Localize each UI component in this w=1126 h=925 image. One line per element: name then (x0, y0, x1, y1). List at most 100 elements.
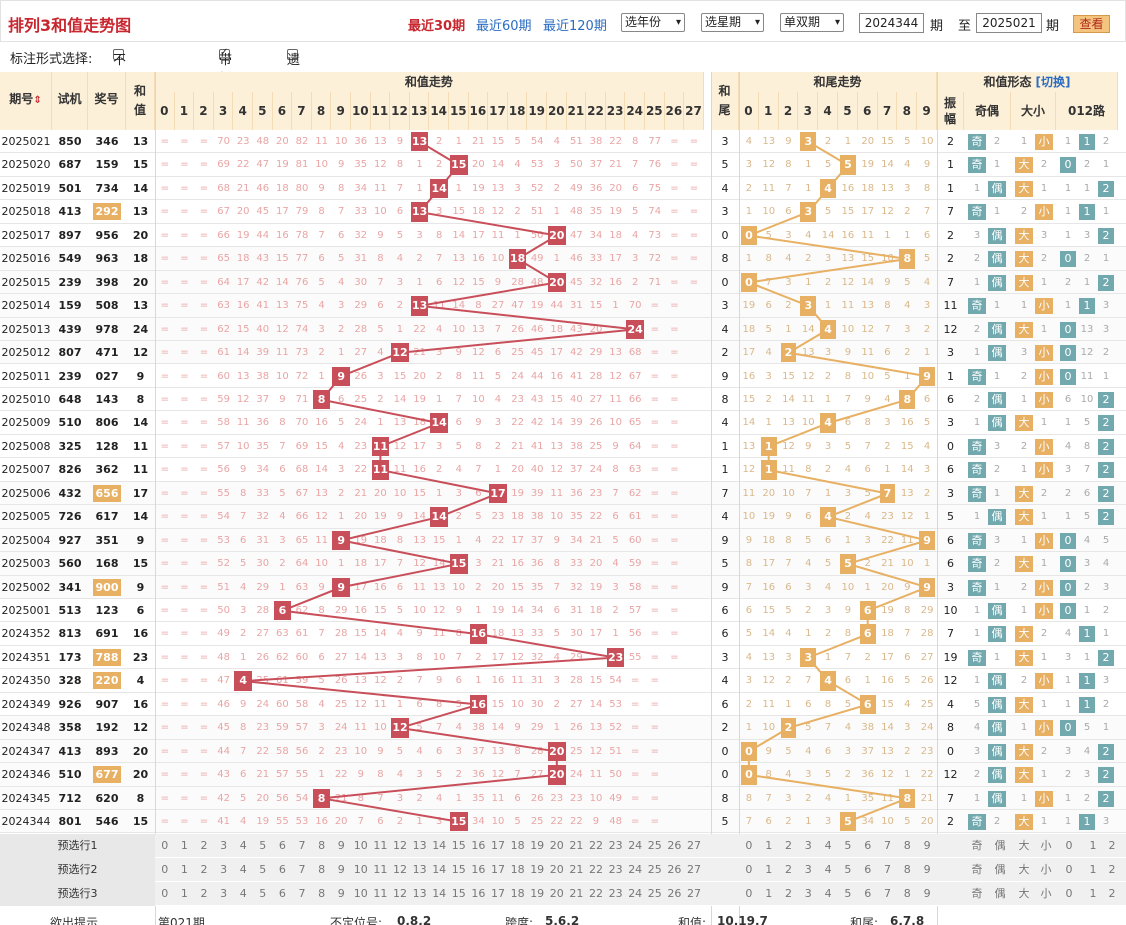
pick-form-option[interactable]: 2 (1108, 838, 1116, 852)
pick-sum-number[interactable]: 25 (647, 862, 662, 876)
pick-form-option[interactable]: 0 (1065, 862, 1073, 876)
pick-sum-number[interactable]: 20 (549, 838, 564, 852)
pick-sum-number[interactable]: 3 (220, 886, 228, 900)
pick-tail-number[interactable]: 1 (765, 862, 773, 876)
link-recent-30[interactable]: 最近30期 (408, 19, 466, 34)
pick-sum-number[interactable]: 15 (451, 886, 466, 900)
pick-form-option[interactable]: 偶 (994, 838, 1006, 852)
pick-tail-number[interactable]: 3 (804, 886, 812, 900)
pick-tail-number[interactable]: 6 (864, 862, 872, 876)
pick-tail-number[interactable]: 7 (883, 838, 891, 852)
pick-sum-number[interactable]: 8 (318, 838, 326, 852)
pick-sum-number[interactable]: 0 (161, 838, 169, 852)
pick-sum-number[interactable]: 19 (530, 838, 545, 852)
pick-tail-number[interactable]: 6 (864, 886, 872, 900)
pick-tail-number[interactable]: 4 (824, 838, 832, 852)
view-button[interactable]: 查看 (1073, 15, 1110, 33)
pick-tail-number[interactable]: 8 (903, 838, 911, 852)
pick-sum-number[interactable]: 22 (588, 886, 603, 900)
pick-sum-number[interactable]: 27 (686, 886, 701, 900)
pick-tail-number[interactable]: 2 (784, 862, 792, 876)
pick-form-option[interactable]: 2 (1108, 886, 1116, 900)
pick-sum-number[interactable]: 17 (490, 886, 505, 900)
pick-form-option[interactable]: 1 (1089, 838, 1097, 852)
link-recent-120[interactable]: 最近120期 (543, 19, 607, 34)
pick-tail-number[interactable]: 2 (784, 886, 792, 900)
pick-tail-number[interactable]: 9 (923, 838, 931, 852)
pick-sum-number[interactable]: 11 (373, 862, 388, 876)
pick-sum-number[interactable]: 10 (353, 886, 368, 900)
pick-sum-number[interactable]: 24 (628, 862, 643, 876)
pick-sum-number[interactable]: 26 (667, 886, 682, 900)
pick-sum-number[interactable]: 6 (278, 886, 286, 900)
pick-sum-number[interactable]: 23 (608, 862, 623, 876)
pick-sum-number[interactable]: 5 (259, 886, 267, 900)
pick-sum-number[interactable]: 2 (200, 838, 208, 852)
pick-sum-number[interactable]: 18 (510, 886, 525, 900)
pick-sum-number[interactable]: 1 (180, 838, 188, 852)
pick-sum-number[interactable]: 5 (259, 862, 267, 876)
pick-sum-number[interactable]: 4 (239, 862, 247, 876)
pick-sum-number[interactable]: 7 (298, 838, 306, 852)
parity-select[interactable]: 单双期 ▾ (780, 13, 844, 32)
pick-sum-number[interactable]: 22 (588, 862, 603, 876)
pick-form-option[interactable]: 奇 (971, 886, 983, 900)
pick-sum-number[interactable]: 12 (392, 838, 407, 852)
pick-sum-number[interactable]: 20 (549, 862, 564, 876)
pick-tail-number[interactable]: 6 (864, 838, 872, 852)
pick-sum-number[interactable]: 27 (686, 862, 701, 876)
pick-tail-number[interactable]: 9 (923, 862, 931, 876)
pick-form-option[interactable]: 大 (1018, 862, 1030, 876)
pick-form-option[interactable]: 1 (1089, 886, 1097, 900)
pick-tail-number[interactable]: 7 (883, 862, 891, 876)
pick-form-option[interactable]: 小 (1040, 886, 1052, 900)
pick-sum-number[interactable]: 23 (608, 838, 623, 852)
pick-sum-number[interactable]: 0 (161, 862, 169, 876)
pick-sum-number[interactable]: 26 (667, 838, 682, 852)
pick-sum-number[interactable]: 1 (180, 886, 188, 900)
pick-sum-number[interactable]: 24 (628, 838, 643, 852)
pick-form-option[interactable]: 0 (1065, 838, 1073, 852)
pick-sum-number[interactable]: 13 (412, 838, 427, 852)
pick-form-option[interactable]: 2 (1108, 862, 1116, 876)
from-period-input[interactable]: 2024344 (859, 13, 924, 33)
pick-tail-number[interactable]: 4 (824, 886, 832, 900)
pick-sum-number[interactable]: 5 (259, 838, 267, 852)
pick-sum-number[interactable]: 19 (530, 862, 545, 876)
pick-sum-number[interactable]: 12 (392, 862, 407, 876)
pick-form-option[interactable]: 偶 (994, 862, 1006, 876)
pick-sum-number[interactable]: 21 (569, 838, 584, 852)
pick-sum-number[interactable]: 4 (239, 886, 247, 900)
pick-sum-number[interactable]: 26 (667, 862, 682, 876)
pick-form-option[interactable]: 偶 (994, 886, 1006, 900)
pick-sum-number[interactable]: 16 (471, 886, 486, 900)
pick-tail-number[interactable]: 5 (844, 886, 852, 900)
pick-sum-number[interactable]: 9 (337, 886, 345, 900)
pick-sum-number[interactable]: 13 (412, 886, 427, 900)
pick-tail-number[interactable]: 0 (745, 886, 753, 900)
pick-tail-number[interactable]: 5 (844, 838, 852, 852)
pick-tail-number[interactable]: 0 (745, 838, 753, 852)
sort-icon[interactable]: ⇕ (33, 95, 42, 106)
pick-sum-number[interactable]: 1 (180, 862, 188, 876)
year-select[interactable]: 选年份 ▾ (621, 13, 685, 32)
pick-sum-number[interactable]: 7 (298, 862, 306, 876)
pick-form-option[interactable]: 大 (1018, 838, 1030, 852)
pick-form-option[interactable]: 奇 (971, 838, 983, 852)
pick-tail-number[interactable]: 3 (804, 862, 812, 876)
pick-sum-number[interactable]: 3 (220, 862, 228, 876)
pick-tail-number[interactable]: 4 (824, 862, 832, 876)
pick-sum-number[interactable]: 3 (220, 838, 228, 852)
pick-sum-number[interactable]: 25 (647, 886, 662, 900)
pick-sum-number[interactable]: 8 (318, 886, 326, 900)
checkbox-checked-icon[interactable] (219, 47, 230, 60)
checkbox-icon[interactable] (113, 49, 124, 60)
pick-sum-number[interactable]: 9 (337, 838, 345, 852)
pick-tail-number[interactable]: 5 (844, 862, 852, 876)
pick-sum-number[interactable]: 18 (510, 862, 525, 876)
pick-sum-number[interactable]: 23 (608, 886, 623, 900)
pick-sum-number[interactable]: 14 (432, 886, 447, 900)
pick-sum-number[interactable]: 7 (298, 886, 306, 900)
pick-sum-number[interactable]: 12 (392, 886, 407, 900)
pick-sum-number[interactable]: 15 (451, 862, 466, 876)
